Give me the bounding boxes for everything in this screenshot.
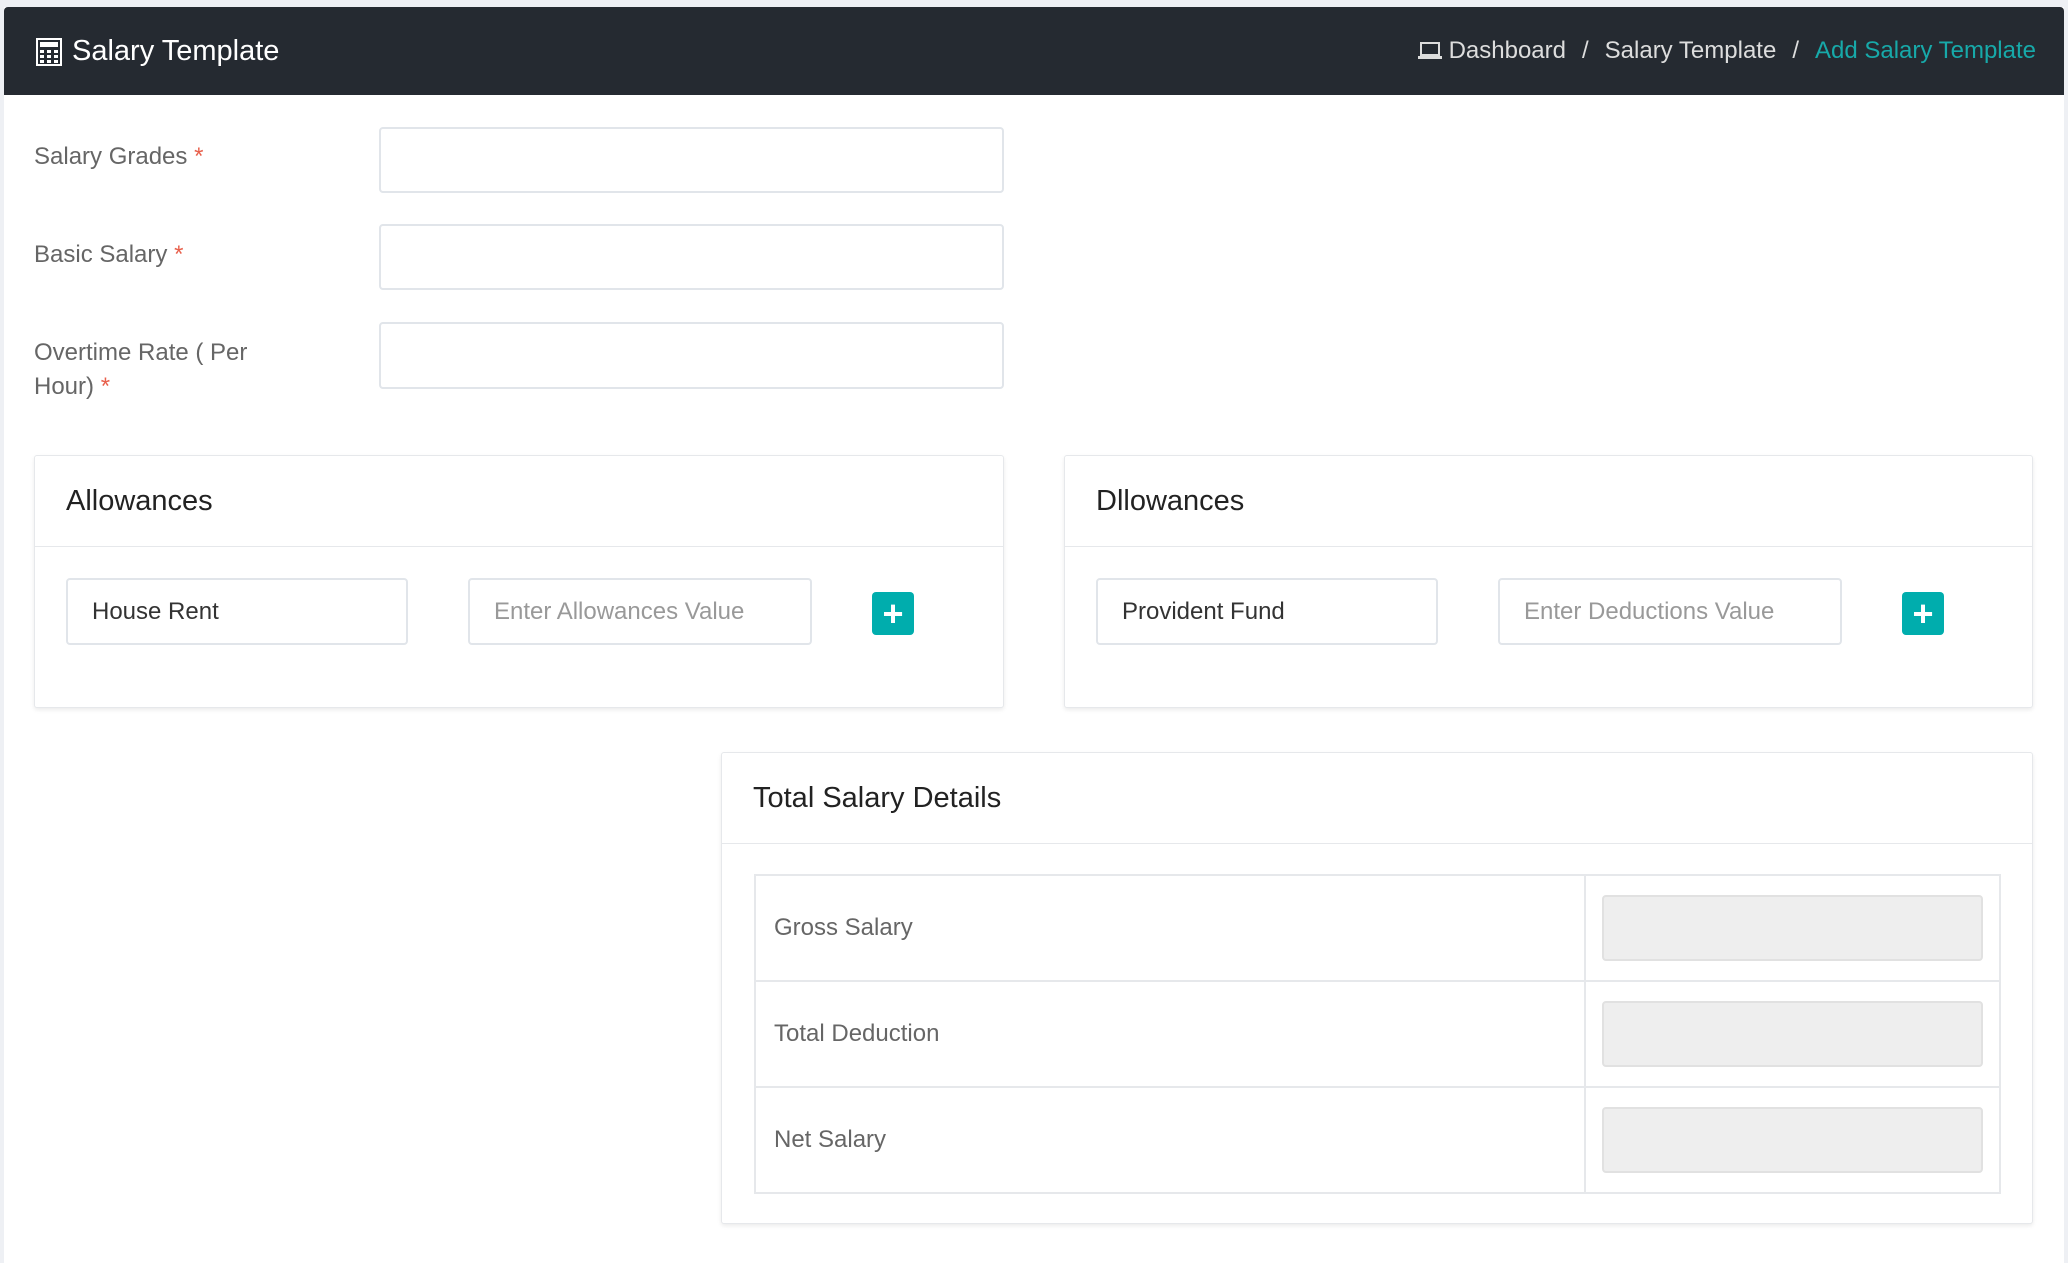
calculator-icon bbox=[36, 37, 62, 66]
total-deduction-field bbox=[1602, 1001, 1983, 1067]
basic-salary-label: Basic Salary * bbox=[34, 241, 184, 268]
overtime-rate-label: Overtime Rate ( Per Hour) * bbox=[34, 339, 248, 400]
add-allowance-button[interactable]: + bbox=[872, 592, 914, 635]
allowance-value-input[interactable]: Enter Allowances Value bbox=[468, 578, 812, 645]
allowances-title: Allowances bbox=[35, 456, 1003, 547]
allowances-card: Allowances House Rent Enter Allowances V… bbox=[34, 455, 1004, 708]
salary-grades-label: Salary Grades * bbox=[34, 143, 204, 170]
total-salary-card: Total Salary Details Gross Salary Total … bbox=[721, 752, 2033, 1224]
table-row: Net Salary bbox=[754, 1086, 2001, 1194]
page-header: Salary Template Dashboard / Salary Templ… bbox=[4, 7, 2064, 95]
deductions-title: Dllowances bbox=[1065, 456, 2032, 547]
overtime-rate-input[interactable] bbox=[379, 322, 1004, 389]
page-title-text: Salary Template bbox=[72, 35, 280, 67]
breadcrumb-label: Dashboard bbox=[1448, 37, 1566, 64]
plus-icon: + bbox=[882, 592, 904, 634]
deduction-value-input[interactable]: Enter Deductions Value bbox=[1498, 578, 1842, 645]
deductions-card: Dllowances Provident Fund Enter Deductio… bbox=[1064, 455, 2033, 708]
laptop-icon bbox=[1417, 42, 1442, 59]
total-salary-table: Gross Salary Total Deduction Net Salary bbox=[754, 874, 2001, 1194]
basic-salary-input[interactable] bbox=[379, 224, 1004, 290]
breadcrumb-salary-template[interactable]: Salary Template bbox=[1604, 37, 1777, 64]
allowance-name-input[interactable]: House Rent bbox=[66, 578, 408, 645]
total-salary-title: Total Salary Details bbox=[722, 753, 2032, 844]
breadcrumb: Dashboard / Salary Template / Add Salary… bbox=[1417, 37, 2036, 65]
salary-grades-input[interactable] bbox=[379, 127, 1004, 193]
gross-salary-field bbox=[1602, 895, 1983, 961]
add-deduction-button[interactable]: + bbox=[1902, 592, 1944, 635]
net-salary-label: Net Salary bbox=[754, 1086, 1586, 1194]
breadcrumb-add-salary-template: Add Salary Template bbox=[1814, 37, 2036, 64]
table-row: Gross Salary bbox=[754, 874, 2001, 982]
deduction-name-input[interactable]: Provident Fund bbox=[1096, 578, 1438, 645]
page-title: Salary Template bbox=[36, 35, 279, 68]
net-salary-field bbox=[1602, 1107, 1983, 1173]
breadcrumb-separator: / bbox=[1792, 37, 1799, 64]
table-row: Total Deduction bbox=[754, 980, 2001, 1088]
gross-salary-label: Gross Salary bbox=[754, 874, 1586, 982]
breadcrumb-separator: / bbox=[1581, 37, 1589, 64]
breadcrumb-dashboard[interactable]: Dashboard bbox=[1417, 37, 1566, 65]
total-deduction-label: Total Deduction bbox=[754, 980, 1586, 1088]
plus-icon: + bbox=[1912, 592, 1934, 634]
